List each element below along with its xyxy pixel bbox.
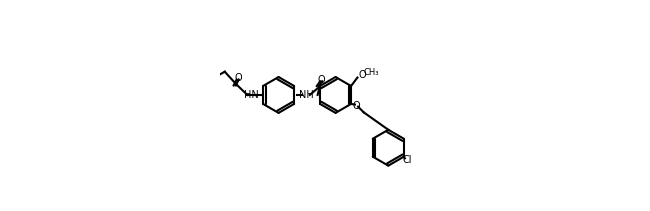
Text: O: O	[234, 73, 242, 84]
Text: NH: NH	[298, 90, 313, 100]
Text: HN: HN	[244, 90, 259, 100]
Text: O: O	[352, 101, 360, 111]
Text: Cl: Cl	[402, 155, 411, 165]
Text: O: O	[358, 70, 366, 80]
Text: O: O	[318, 75, 325, 85]
Text: CH₃: CH₃	[364, 68, 379, 77]
